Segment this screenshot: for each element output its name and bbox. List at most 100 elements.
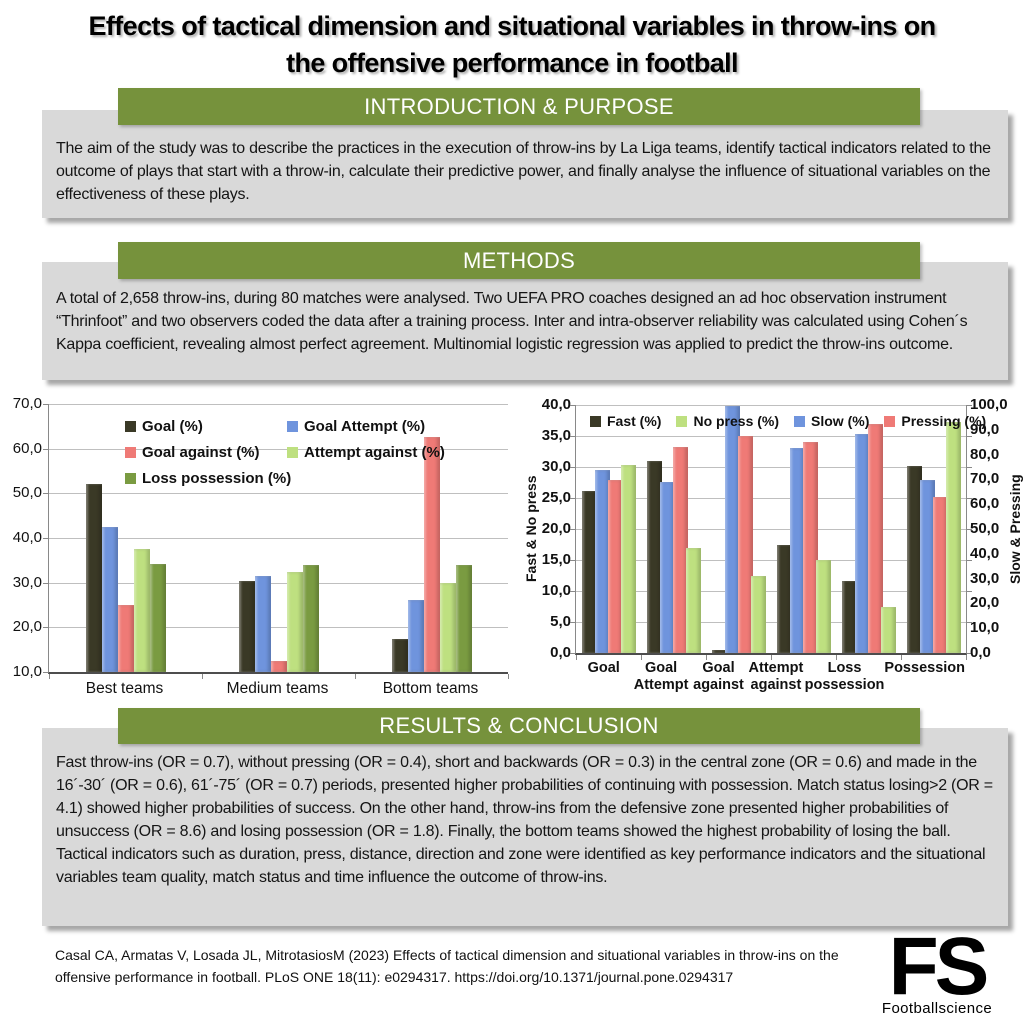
press-chart-plot: Fast (%) No press (%) Slow (%) Pressing (%): [570, 405, 986, 660]
x-label-goal-against: Goal against: [690, 660, 747, 694]
gridline: [576, 436, 966, 437]
press-chart-left-y-axis: 40,0 35,0 30,0 25,0 20,0 15,0 10,0 5,0 0,0: [537, 396, 571, 698]
press-chart-right-axis-title: Slow & Pressing: [1007, 474, 1023, 584]
goal-bar: [391, 638, 408, 672]
slow-bar: [919, 479, 935, 653]
category-group-bottom-teams: [355, 404, 508, 672]
y-tickmark: [43, 448, 48, 450]
slow-bar: [724, 406, 740, 653]
x-label-attempt-against: Attempt against: [747, 660, 804, 694]
pressing-bar: [607, 480, 623, 653]
y-tickmark: [43, 627, 48, 629]
pressing-bar: [672, 447, 688, 653]
y-tick-label: 20,0: [541, 520, 571, 537]
press-chart-right-y-axis: 100,0 90,0 80,0 70,0 60,0 50,0 40,0 30,0 20,0 10,…: [970, 396, 1010, 698]
fast-bar: [906, 465, 922, 653]
legend-label: Slow (%): [811, 413, 870, 429]
y-tick-label: 70,0: [12, 395, 42, 412]
pressing-swatch: [884, 415, 896, 427]
loss-possession-bar: [302, 565, 319, 672]
y-tickmark: [570, 467, 575, 468]
x-label-bottom-teams: Bottom teams: [382, 680, 479, 697]
y-tickmark: [43, 404, 48, 405]
attempt-against-bar: [133, 549, 150, 672]
legend-item-no-press: No press (%): [676, 413, 779, 429]
press-chart-x-labels: Goal Goal Attempt Goal against Attempt against…: [575, 660, 965, 694]
y-tickmark: [967, 591, 972, 592]
y-tick-label: 10,0: [541, 582, 571, 599]
fs-logo-subtext: Footballscience: [881, 1000, 993, 1017]
gridline: [576, 467, 966, 468]
fs-logo-text: FS: [888, 921, 990, 1012]
press-chart-bars: [576, 405, 966, 653]
y-tickmark: [967, 653, 972, 654]
fast-bar: [776, 544, 792, 653]
y-tickmark: [570, 529, 575, 530]
poster-title-line1: Effects of tactical dimension and situat…: [88, 11, 936, 41]
y-tick-label: 60,0: [12, 439, 42, 457]
methods-header-bar: METHODS: [118, 242, 920, 279]
results-box: Fast throw-ins (OR = 0.7), without press…: [42, 728, 1008, 926]
y-tickmark: [570, 622, 575, 623]
no-press-bar: [685, 547, 701, 653]
loss-possession-bar: [149, 564, 166, 672]
y-tickmark: [967, 529, 972, 530]
attempt-against-bar: [439, 582, 456, 672]
x-label-best-teams: Best teams: [85, 680, 164, 697]
legend-item-slow: Slow (%): [794, 413, 869, 429]
y-tickmark: [967, 622, 972, 623]
legend-item-attempt-against: Attempt against (%): [287, 444, 445, 461]
legend-label: No press (%): [693, 413, 780, 429]
category-group-attempt-against: [771, 405, 836, 653]
goal-against-bar: [423, 437, 440, 672]
gridline: [49, 627, 508, 629]
y-tick-label: 40,0: [541, 396, 571, 413]
x-label-line: Goal: [702, 660, 735, 676]
y-tickmark: [967, 436, 972, 437]
attempt-against-bar: [286, 571, 303, 672]
y-tick-label: 80,0: [970, 445, 1000, 463]
y-tick-label: 40,0: [12, 529, 42, 546]
y-tickmark: [570, 436, 575, 437]
y-tick-label: 5,0: [550, 613, 571, 630]
y-tickmark: [43, 672, 48, 673]
x-tickmark: [576, 655, 577, 660]
methods-body-text: A total of 2,658 throw-ins, during 80 ma…: [56, 290, 968, 353]
x-label-medium-teams: Medium teams: [226, 680, 329, 697]
y-tick-label: 20,0: [12, 618, 42, 636]
gridline: [576, 622, 966, 623]
x-tickmark: [771, 655, 772, 660]
legend-label: Goal Attempt (%): [304, 418, 426, 435]
x-label-possession: Possession: [884, 660, 965, 694]
team-chart-x-labels: Best teams Medium teams Bottom teams: [48, 680, 507, 698]
fast-swatch: [590, 415, 601, 427]
category-group-goal-attempt: [641, 405, 706, 653]
intro-body-text: The aim of the study was to describe the…: [56, 140, 991, 203]
gridline: [576, 529, 966, 530]
y-tick-label: 40,0: [970, 544, 1000, 562]
legend-label: Attempt against (%): [304, 444, 445, 461]
pressing-bar: [867, 423, 883, 653]
x-label-line: Goal: [587, 660, 620, 676]
results-header-label: RESULTS & CONCLUSION: [379, 713, 659, 738]
category-group-goal-against: [706, 405, 771, 653]
team-chart-bars: [49, 404, 508, 672]
pressing-bar: [932, 497, 948, 653]
y-tickmark: [967, 560, 972, 561]
x-tickmark: [706, 655, 707, 660]
legend-label: Goal against (%): [142, 444, 260, 461]
citation-text: Casal CA, Armatas V, Losada JL, Mitrotas…: [55, 947, 839, 985]
goal-against-swatch: [125, 447, 136, 458]
y-tickmark: [570, 560, 575, 561]
press-duration-chart: Fast & No press 40,0 35,0 30,0 25,0 20,0 15,0…: [523, 396, 1024, 698]
x-tickmark: [966, 655, 967, 660]
y-tickmark: [967, 498, 972, 499]
y-tick-label: 0,0: [550, 644, 571, 661]
footballscience-logo: FS Footballscience: [858, 921, 1016, 1018]
goal-swatch: [125, 421, 136, 432]
legend-item-loss-possession: Loss possession (%): [125, 470, 291, 487]
x-label-line: Attempt: [633, 677, 689, 693]
fast-bar: [581, 491, 597, 653]
x-tickmark: [901, 655, 902, 660]
y-tick-label: 60,0: [970, 495, 1000, 513]
